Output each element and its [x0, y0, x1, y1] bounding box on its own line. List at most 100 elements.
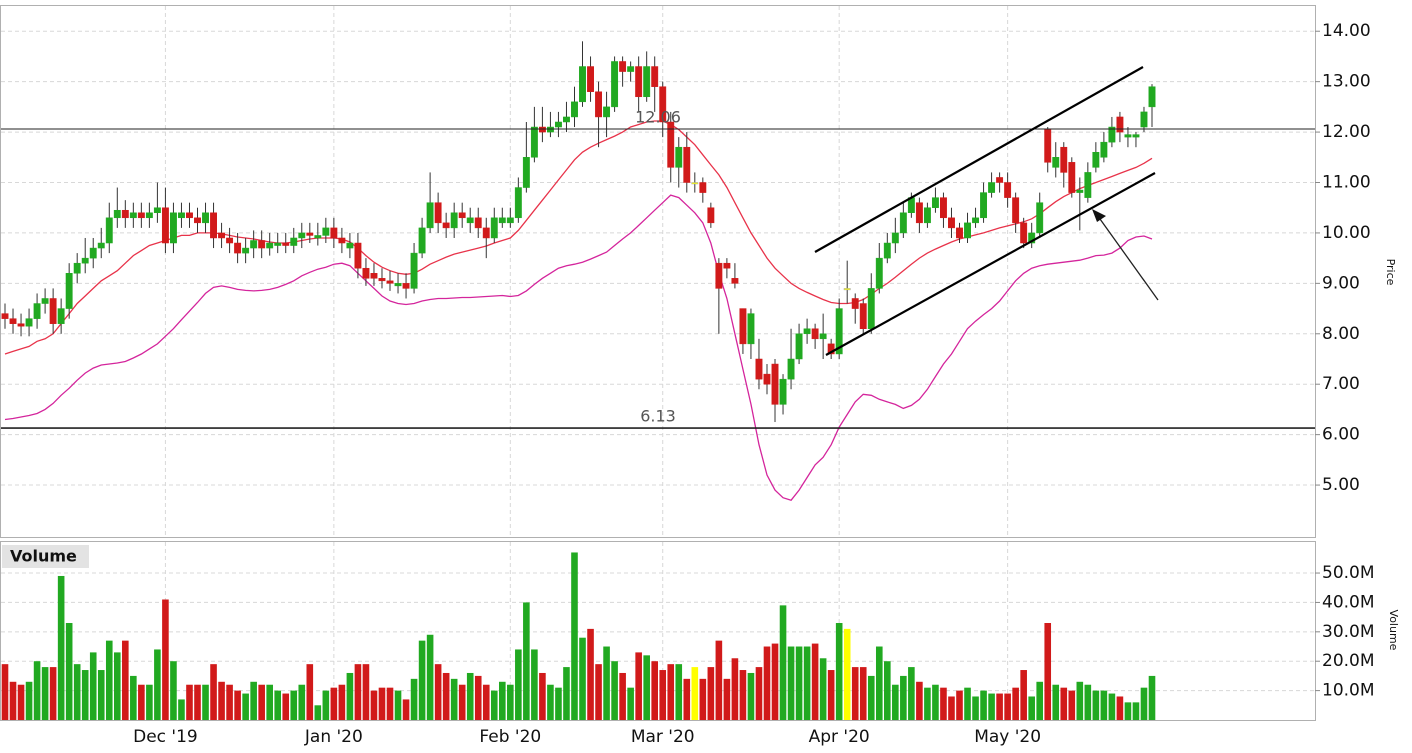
y-tick-label: 30.0M	[1322, 622, 1375, 642]
volume-bar	[450, 678, 458, 720]
candle-body	[25, 318, 33, 327]
arrow-head	[1092, 209, 1106, 222]
candle-body	[931, 197, 939, 208]
volume-bar	[795, 646, 803, 720]
volume-bar	[146, 684, 153, 720]
candle-body	[73, 262, 81, 274]
x-tick-label: Jan '20	[304, 727, 363, 747]
volume-bar	[924, 687, 931, 720]
volume-bar	[499, 681, 506, 720]
candle-body	[178, 212, 185, 219]
volume-bar	[803, 646, 811, 720]
volume-bar	[707, 667, 715, 720]
candle-body	[346, 242, 354, 249]
volume-bar	[643, 655, 650, 720]
volume-bar	[859, 667, 867, 720]
volume-bar	[418, 640, 426, 720]
volume-bar	[940, 687, 947, 720]
volume-bar	[1116, 696, 1124, 720]
volume-axis-label: Volume	[1387, 610, 1400, 651]
candle-body	[1004, 182, 1012, 198]
volume-bar	[338, 684, 346, 720]
candle-body	[827, 343, 835, 355]
candle-body	[691, 182, 699, 185]
y-tick-label: 10.0M	[1322, 681, 1375, 701]
candle-body	[811, 328, 819, 340]
volume-bar	[282, 693, 290, 720]
candle-body	[153, 207, 161, 214]
volume-bar	[97, 670, 105, 720]
grid-layer	[1, 6, 1315, 720]
volume-bar	[1124, 702, 1132, 720]
candle-body	[675, 146, 683, 168]
volume-bar	[627, 687, 634, 720]
volume-bar	[547, 684, 554, 720]
candle-body	[202, 212, 209, 224]
volume-bar	[466, 672, 474, 720]
y-tick-label: 11.00	[1322, 173, 1371, 193]
candle-body	[65, 273, 73, 309]
candle-body	[883, 242, 891, 259]
candle-body	[418, 227, 426, 254]
x-tick-label: Dec '19	[133, 727, 198, 747]
volume-bar	[442, 672, 450, 720]
candle-body	[121, 209, 129, 219]
candle-body	[298, 232, 306, 239]
candle-body	[113, 209, 121, 219]
candle-body	[771, 363, 779, 405]
candle-body	[506, 217, 514, 224]
volume-bar	[242, 693, 249, 720]
candle-body	[787, 358, 795, 380]
candle-body	[627, 66, 635, 72]
volume-bar	[715, 640, 723, 720]
candle-body	[859, 303, 867, 329]
volume-bar	[908, 667, 915, 720]
volume-bar	[900, 675, 907, 720]
volume-bar	[747, 672, 755, 720]
candle-body	[1052, 157, 1060, 168]
candle-body	[1012, 197, 1020, 224]
candle-body	[723, 262, 731, 269]
price-axis-label: Price	[1384, 259, 1397, 286]
volume-bar	[426, 634, 434, 720]
volume-bar	[226, 684, 233, 720]
volume-bar	[57, 575, 65, 720]
candle-body	[571, 101, 578, 118]
candle-body	[194, 217, 201, 224]
moving-average-line	[4, 194, 1153, 501]
candle-body	[514, 187, 522, 219]
volume-bar	[835, 623, 843, 720]
candle-body	[1036, 202, 1044, 234]
volume-bar	[988, 693, 995, 720]
volume-bar	[972, 696, 979, 720]
candle-body	[1044, 129, 1052, 163]
candle-body	[330, 227, 338, 239]
y-tick-label: 14.00	[1322, 21, 1371, 41]
volume-bar	[787, 646, 795, 720]
candle-body	[948, 217, 955, 229]
candle-body	[402, 283, 410, 289]
volume-bar	[843, 628, 851, 720]
volume-bar	[892, 684, 899, 720]
candle-body	[651, 66, 659, 87]
volume-bar	[571, 552, 578, 720]
candle-body	[643, 66, 651, 98]
volume-bar	[266, 684, 273, 720]
volume-bar	[771, 643, 779, 720]
candle-body	[867, 288, 875, 329]
volume-bar	[105, 640, 113, 720]
candle-body	[338, 237, 346, 244]
volume-bar	[49, 667, 57, 720]
candle-body	[57, 308, 65, 324]
volume-bar	[410, 678, 418, 720]
volume-bar	[964, 687, 971, 720]
y-tick-label: 5.00	[1322, 475, 1360, 495]
candle-body	[587, 66, 594, 92]
candle-body	[89, 247, 97, 259]
volume-bar	[563, 667, 570, 720]
candle-body	[33, 303, 41, 319]
volume-bar	[306, 664, 314, 720]
marks-layer	[1, 41, 1315, 720]
volume-bar	[274, 690, 282, 720]
volume-bar	[811, 643, 819, 720]
